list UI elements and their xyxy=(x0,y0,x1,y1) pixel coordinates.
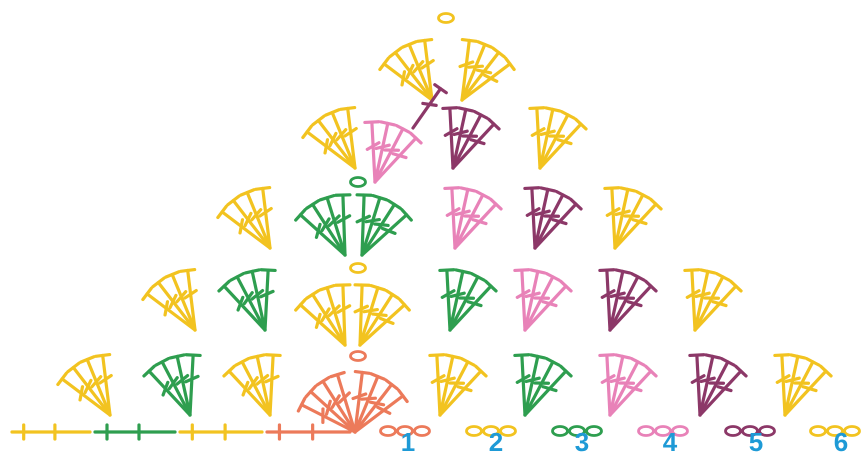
fan-r2-5 xyxy=(438,268,498,332)
fan-r3-4 xyxy=(443,186,503,250)
fan-r4-1 xyxy=(301,105,358,170)
row-number-4: 4 xyxy=(662,427,678,457)
fan-r2-3 xyxy=(294,283,352,347)
fan-r3-3 xyxy=(355,193,413,257)
fan-r5-2 xyxy=(458,37,516,102)
fan-r2-6 xyxy=(513,268,573,332)
foundation-chain-3 xyxy=(551,425,603,437)
fan-r3-6 xyxy=(603,186,663,250)
row-number-3: 3 xyxy=(574,427,590,457)
fan-r2-7 xyxy=(598,268,658,332)
chain-top xyxy=(437,12,455,24)
fan-r3-1 xyxy=(216,185,273,250)
fan-r1-1 xyxy=(56,352,113,417)
fan-r5-1 xyxy=(378,37,435,102)
fan-r2-2 xyxy=(217,268,277,332)
foundation-strand-1 xyxy=(10,423,92,441)
foundation-strand-4 xyxy=(265,423,352,441)
fan-r3-2 xyxy=(294,193,352,257)
fan-r3-5 xyxy=(523,186,583,250)
fan-r1-5 xyxy=(428,353,488,417)
foundation-chain-6 xyxy=(809,425,861,437)
fan-r2-1 xyxy=(141,267,198,332)
fan-r1-4a xyxy=(296,370,357,434)
fan-r4-3 xyxy=(441,106,501,170)
chain-row3 xyxy=(349,262,367,274)
fan-r1-9 xyxy=(773,353,833,417)
row-number-6: 6 xyxy=(833,427,849,457)
chain-row2 xyxy=(349,350,367,362)
foundation-strand-2 xyxy=(93,423,177,441)
foundation-chain-4 xyxy=(637,425,689,437)
foundation-chain-2 xyxy=(465,425,517,437)
row-number-2: 2 xyxy=(488,427,504,457)
fan-r1-2 xyxy=(142,353,202,417)
fan-r1-7 xyxy=(598,353,658,417)
chain-row4 xyxy=(349,176,367,188)
fan-r2-8 xyxy=(683,268,743,332)
foundation-strand-3 xyxy=(178,423,264,441)
foundation-chain-1 xyxy=(379,425,431,437)
fan-r1-6 xyxy=(513,353,573,417)
fan-r4-4 xyxy=(528,106,588,170)
fan-r1-8 xyxy=(688,353,748,417)
fan-r2-4 xyxy=(353,283,411,347)
row-number-1: 1 xyxy=(400,427,416,457)
foundation-chain-5 xyxy=(724,425,776,437)
fan-r1-4b xyxy=(351,369,409,434)
fan-r4-2 xyxy=(363,120,423,184)
row-number-5: 5 xyxy=(748,427,764,457)
purple-post-stitch xyxy=(411,83,448,130)
fan-r1-3 xyxy=(222,353,282,417)
